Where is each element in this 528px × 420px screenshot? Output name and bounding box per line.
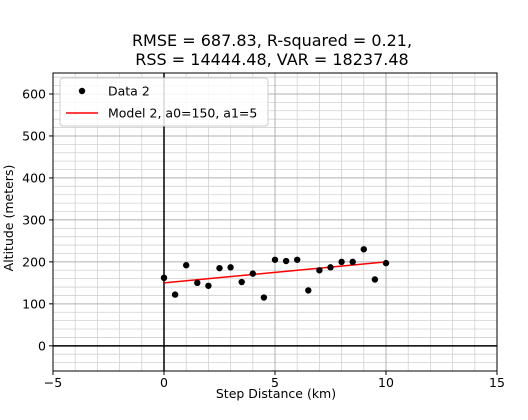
legend-marker-data (78, 87, 86, 95)
x-tick-label: 10 (378, 375, 394, 390)
data-point (271, 256, 279, 263)
x-tick-label: 15 (489, 375, 505, 390)
y-tick-label: 600 (22, 86, 46, 101)
data-point (371, 276, 379, 283)
data-point (338, 258, 345, 266)
x-axis-label: Step Distance (km) (216, 386, 336, 401)
y-tick-label: 100 (22, 296, 46, 311)
plot-frame (52, 72, 498, 372)
data-point (205, 282, 212, 289)
data-point (349, 258, 356, 266)
axis-ticks: −5 0 5 10 15 0 100 200 300 400 500 600 (22, 86, 505, 390)
y-axis-label: Altitude (meters) (1, 165, 16, 272)
chart-title: RMSE = 687.83, R-squared = 0.21, (132, 31, 412, 50)
data-point (194, 279, 201, 287)
legend-label-data: Data 2 (108, 84, 150, 99)
y-tick-label: 200 (22, 254, 46, 269)
y-tick-label: 0 (38, 338, 46, 353)
data-point (216, 264, 223, 272)
data-point (160, 274, 168, 282)
data-point (171, 291, 179, 298)
data-point (316, 267, 323, 274)
y-tick-label: 300 (22, 212, 46, 227)
x-tick-label: 0 (160, 375, 168, 390)
legend-box (59, 77, 269, 127)
plot-marks (160, 246, 390, 301)
data-point (327, 264, 334, 271)
data-point (282, 257, 290, 265)
data-point (227, 264, 234, 271)
data-point (382, 259, 390, 267)
data-point (305, 287, 312, 294)
data-point (294, 256, 301, 263)
x-tick-label: −5 (44, 375, 62, 390)
data-point (260, 294, 268, 301)
y-tick-label: 400 (22, 170, 46, 185)
data-point (183, 262, 190, 269)
data-point (249, 270, 256, 277)
model-line (163, 261, 387, 284)
y-tick-label: 500 (22, 128, 46, 143)
data-point (238, 278, 245, 286)
chart-subtitle: RSS = 14444.48, VAR = 18237.48 (135, 50, 408, 69)
legend-label-model: Model 2, a0=150, a1=5 (108, 106, 257, 121)
legend: Data 2 Model 2, a0=150, a1=5 (59, 77, 269, 127)
x-tick-label: 5 (271, 375, 279, 390)
data-point (360, 246, 367, 253)
